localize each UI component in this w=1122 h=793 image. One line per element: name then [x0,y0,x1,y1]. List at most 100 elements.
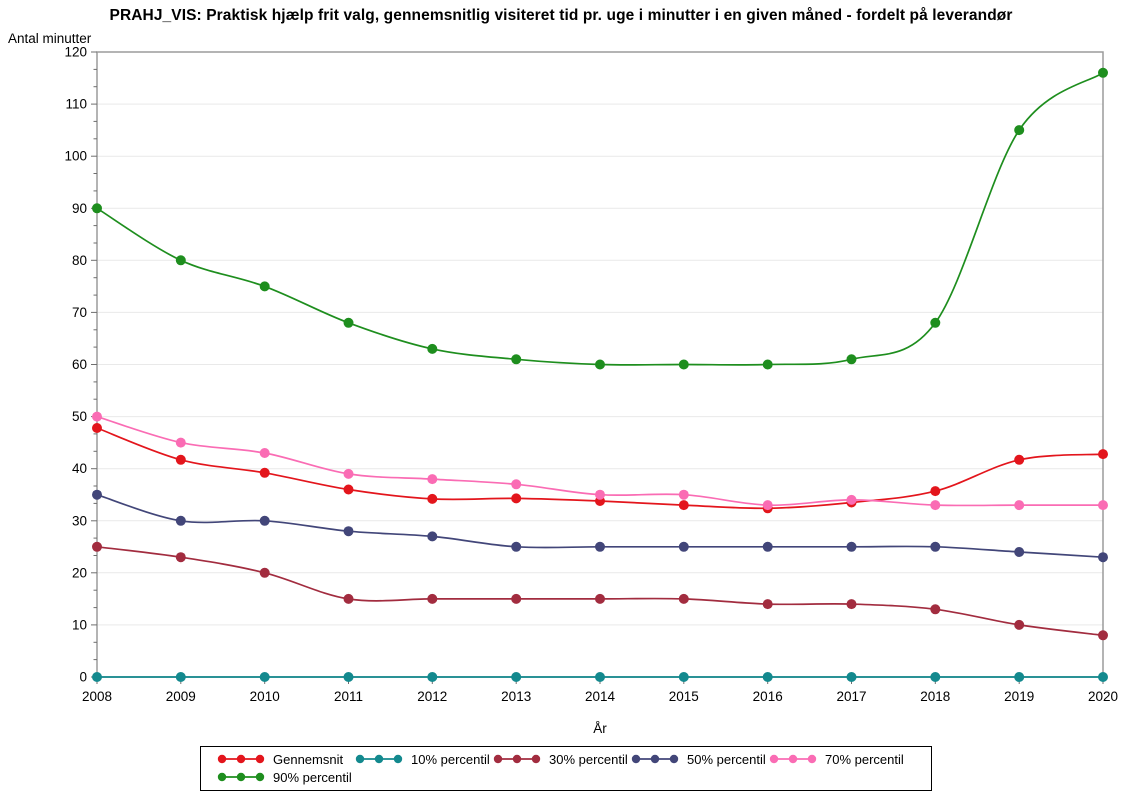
data-point-Gennemsnit [427,493,438,504]
legend-label: 30% percentil [549,751,628,767]
y-tick-label: 70 [72,305,87,320]
data-point-30%-percentil [1014,619,1025,630]
data-point-30%-percentil [511,593,522,604]
data-point-70%-percentil [1098,500,1108,511]
data-point-70%-percentil [846,494,857,505]
data-point-30%-percentil [678,593,689,604]
data-point-50%-percentil [1098,552,1108,563]
legend-item-70%-percentil: 70% percentil [767,750,905,768]
data-point-70%-percentil [762,500,773,511]
legend-label: 90% percentil [273,769,352,785]
x-tick-label: 2018 [920,689,950,704]
data-point-50%-percentil [678,541,689,552]
y-tick-label: 60 [72,357,87,372]
data-point-10%-percentil [678,672,689,682]
data-point-Gennemsnit [175,454,186,465]
legend-marker-icon [355,754,403,764]
data-point-90%-percentil [175,255,186,266]
x-tick-label: 2020 [1088,689,1118,704]
y-tick-label: 50 [72,409,87,424]
legend-item-50%-percentil: 50% percentil [629,750,767,768]
data-point-90%-percentil [930,317,941,328]
data-point-30%-percentil [930,604,941,615]
legend-item-10%-percentil: 10% percentil [353,750,491,768]
data-point-70%-percentil [1014,500,1025,511]
data-point-Gennemsnit [511,493,522,504]
data-point-90%-percentil [259,281,270,292]
x-tick-label: 2009 [166,689,196,704]
y-tick-label: 40 [72,461,87,476]
data-point-70%-percentil [175,437,186,448]
data-point-Gennemsnit [678,500,689,511]
data-point-50%-percentil [595,541,605,552]
data-point-Gennemsnit [1098,449,1108,460]
data-point-Gennemsnit [259,467,270,478]
data-point-70%-percentil [259,448,270,458]
data-point-90%-percentil [1098,67,1108,78]
data-point-30%-percentil [1098,630,1108,641]
data-point-10%-percentil [595,672,605,682]
data-point-90%-percentil [92,203,102,214]
y-tick-label: 30 [72,513,87,528]
data-point-50%-percentil [762,541,773,552]
data-point-30%-percentil [846,599,857,610]
y-tick-label: 110 [65,97,87,112]
data-point-50%-percentil [175,515,186,526]
data-point-Gennemsnit [930,486,941,497]
x-tick-label: 2011 [334,689,363,704]
data-point-Gennemsnit [343,484,354,495]
y-tick-label: 90 [72,201,87,216]
data-point-Gennemsnit [1014,454,1025,465]
data-point-90%-percentil [343,317,354,328]
data-point-10%-percentil [427,672,438,682]
data-point-90%-percentil [595,359,605,370]
series-line-90%-percentil [96,72,1104,366]
legend-label: 10% percentil [411,751,490,767]
legend-marker-icon [769,754,817,764]
x-axis-label: År [593,721,607,736]
data-point-10%-percentil [1014,672,1025,682]
legend-marker-icon [217,772,265,782]
data-point-30%-percentil [427,593,438,604]
y-tick-label: 0 [79,670,87,685]
x-tick-label: 2015 [669,689,699,704]
legend-item-90%-percentil: 90% percentil [215,768,353,786]
data-point-30%-percentil [595,593,605,604]
data-point-70%-percentil [92,411,102,422]
data-point-30%-percentil [175,552,186,563]
data-point-10%-percentil [175,672,186,682]
legend-marker-icon [493,754,541,764]
data-point-70%-percentil [595,489,605,500]
data-point-30%-percentil [343,593,354,604]
legend-marker-icon [631,754,679,764]
data-point-50%-percentil [846,541,857,552]
data-point-50%-percentil [92,489,102,500]
data-point-10%-percentil [930,672,941,682]
legend-marker-icon [217,754,265,764]
x-tick-label: 2016 [753,689,783,704]
legend: Gennemsnit 10% percentil 30% percentil 50% … [200,746,932,791]
data-point-70%-percentil [427,474,438,485]
data-point-10%-percentil [846,672,857,682]
data-point-10%-percentil [259,672,270,682]
y-tick-label: 20 [72,565,87,580]
legend-label: 70% percentil [825,751,904,767]
x-tick-label: 2008 [82,689,112,704]
chart-title: PRAHJ_VIS: Praktisk hjælp frit valg, gen… [109,7,1013,24]
x-tick-label: 2013 [501,689,531,704]
y-tick-label: 80 [72,253,87,268]
y-tick-label: 100 [64,149,87,164]
data-point-90%-percentil [1014,125,1025,136]
x-tick-label: 2014 [585,689,616,704]
x-tick-label: 2017 [836,689,866,704]
data-point-90%-percentil [678,359,689,370]
data-point-50%-percentil [511,541,522,552]
legend-item-30%-percentil: 30% percentil [491,750,629,768]
series-line-30%-percentil [96,545,1104,637]
data-point-30%-percentil [762,599,773,610]
data-point-10%-percentil [92,672,102,682]
data-point-10%-percentil [343,672,354,682]
data-point-90%-percentil [427,343,438,354]
data-point-50%-percentil [343,526,354,537]
